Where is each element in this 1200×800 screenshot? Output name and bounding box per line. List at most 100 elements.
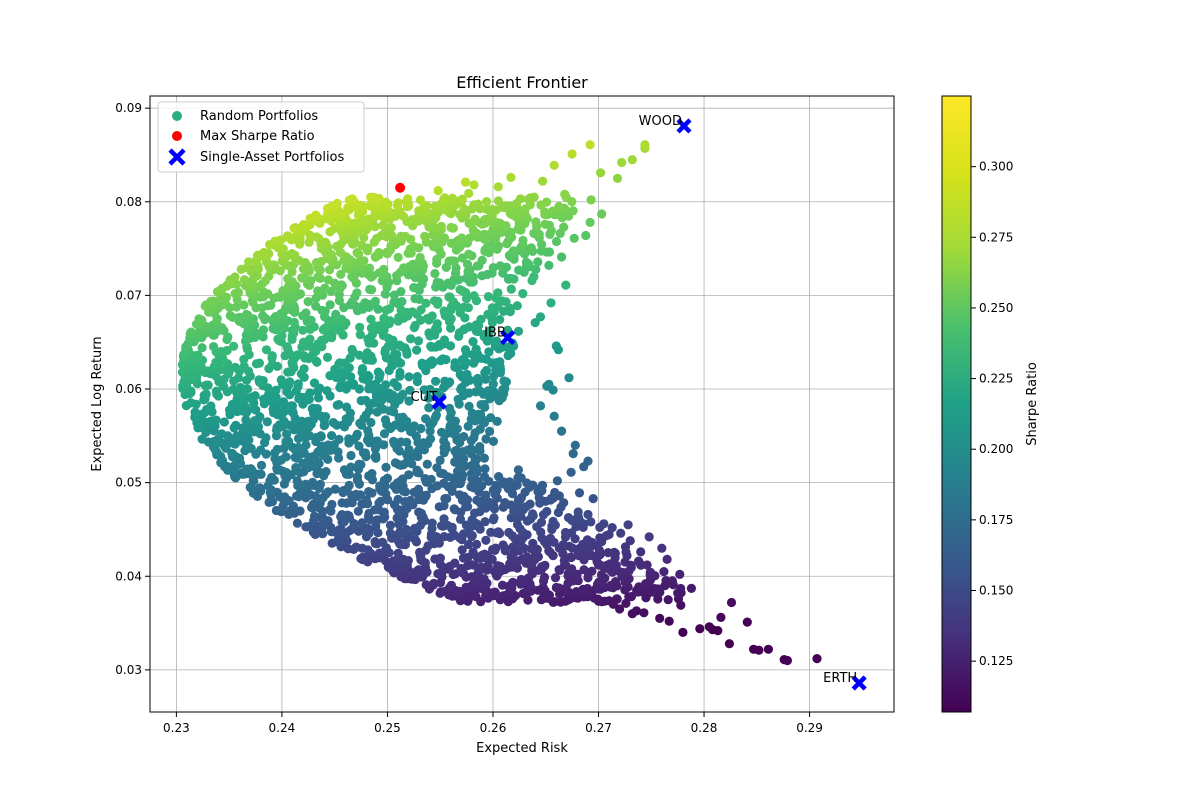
portfolio-point xyxy=(363,426,373,436)
portfolio-point xyxy=(812,654,822,664)
portfolio-point xyxy=(335,358,345,368)
portfolio-point xyxy=(455,285,465,295)
portfolio-point xyxy=(625,536,635,546)
portfolio-point xyxy=(444,256,454,266)
portfolio-point xyxy=(513,326,524,336)
portfolio-point xyxy=(401,524,412,535)
portfolio-point xyxy=(579,462,589,472)
portfolio-point xyxy=(313,286,323,296)
portfolio-point xyxy=(362,348,372,358)
portfolio-point xyxy=(297,392,307,402)
portfolio-point xyxy=(394,312,404,323)
portfolio-point xyxy=(495,315,505,325)
portfolio-point xyxy=(487,303,497,313)
portfolio-point xyxy=(675,569,685,580)
portfolio-point xyxy=(336,269,346,279)
single-asset-marker xyxy=(676,118,692,134)
portfolio-point xyxy=(640,140,650,150)
portfolio-point xyxy=(286,401,296,411)
portfolio-point xyxy=(356,396,366,406)
portfolio-point xyxy=(559,222,569,232)
portfolio-point xyxy=(639,608,649,618)
portfolio-point xyxy=(444,403,455,413)
legend-item-single-asset: Single-Asset Portfolios xyxy=(168,148,345,166)
colorbar-tick-label: 0.125 xyxy=(979,654,1013,668)
portfolio-point xyxy=(235,382,246,393)
portfolio-point xyxy=(493,288,503,298)
portfolio-point xyxy=(363,523,373,534)
portfolio-point xyxy=(438,354,448,364)
portfolio-point xyxy=(367,469,377,479)
portfolio-point xyxy=(256,460,267,470)
portfolio-point xyxy=(519,543,529,554)
portfolio-point xyxy=(389,378,399,388)
x-tick-label: 0.26 xyxy=(480,721,507,735)
portfolio-point xyxy=(569,233,579,243)
portfolio-point xyxy=(564,373,574,383)
portfolio-point xyxy=(277,331,287,341)
portfolio-point xyxy=(481,434,491,444)
legend-marker-single-asset xyxy=(168,148,186,166)
portfolio-point xyxy=(406,334,416,344)
portfolio-point xyxy=(396,287,406,297)
portfolio-point xyxy=(484,347,494,357)
colorbar-gradient xyxy=(941,95,972,713)
portfolio-point xyxy=(206,296,216,307)
portfolio-point xyxy=(405,385,415,395)
portfolio-point xyxy=(420,474,430,484)
portfolio-point xyxy=(464,401,474,411)
portfolio-point xyxy=(593,595,604,605)
portfolio-point xyxy=(276,375,286,385)
portfolio-point xyxy=(322,386,332,396)
portfolio-point xyxy=(587,566,597,576)
portfolio-point xyxy=(416,305,426,315)
portfolio-point xyxy=(483,386,493,396)
portfolio-point xyxy=(676,600,686,610)
portfolio-point xyxy=(354,441,364,451)
portfolio-point xyxy=(488,263,498,273)
portfolio-point xyxy=(450,569,460,579)
portfolio-point xyxy=(538,176,548,186)
asset-label: WOOD xyxy=(639,114,682,129)
portfolio-point xyxy=(481,365,492,376)
portfolio-point xyxy=(373,367,383,377)
plot-frame xyxy=(149,95,895,713)
portfolio-point xyxy=(433,186,443,196)
portfolio-point xyxy=(529,272,539,282)
portfolio-point xyxy=(429,578,439,588)
portfolio-point xyxy=(248,476,258,486)
portfolio-point xyxy=(627,609,637,619)
portfolio-point xyxy=(228,384,238,394)
portfolio-point xyxy=(460,461,470,471)
colorbar-tick-label: 0.150 xyxy=(979,583,1013,597)
portfolio-point xyxy=(568,449,578,459)
portfolio-point xyxy=(525,579,535,589)
portfolio-point xyxy=(352,429,362,439)
portfolio-point xyxy=(573,507,583,517)
portfolio-point xyxy=(539,572,550,583)
portfolio-point xyxy=(409,241,419,252)
portfolio-point xyxy=(269,260,279,270)
portfolio-point xyxy=(540,219,550,229)
portfolio-point xyxy=(481,535,491,545)
portfolio-point xyxy=(197,343,207,353)
portfolio-point xyxy=(596,168,606,178)
portfolio-point xyxy=(518,289,528,299)
single-asset-marker xyxy=(851,675,867,691)
portfolio-point xyxy=(328,418,338,428)
portfolio-point xyxy=(511,207,521,217)
portfolio-point xyxy=(476,314,486,324)
portfolio-point xyxy=(225,311,235,321)
portfolio-point xyxy=(308,477,318,487)
portfolio-point xyxy=(403,194,413,204)
portfolio-point xyxy=(271,505,281,516)
portfolio-point xyxy=(636,547,646,557)
portfolio-point xyxy=(262,417,272,427)
max-sharpe-point xyxy=(395,182,406,193)
portfolio-point xyxy=(399,263,409,273)
portfolio-point xyxy=(410,294,420,304)
portfolio-point xyxy=(430,269,440,279)
portfolio-point xyxy=(612,173,623,183)
portfolio-point xyxy=(627,155,637,165)
portfolio-point xyxy=(471,344,481,354)
